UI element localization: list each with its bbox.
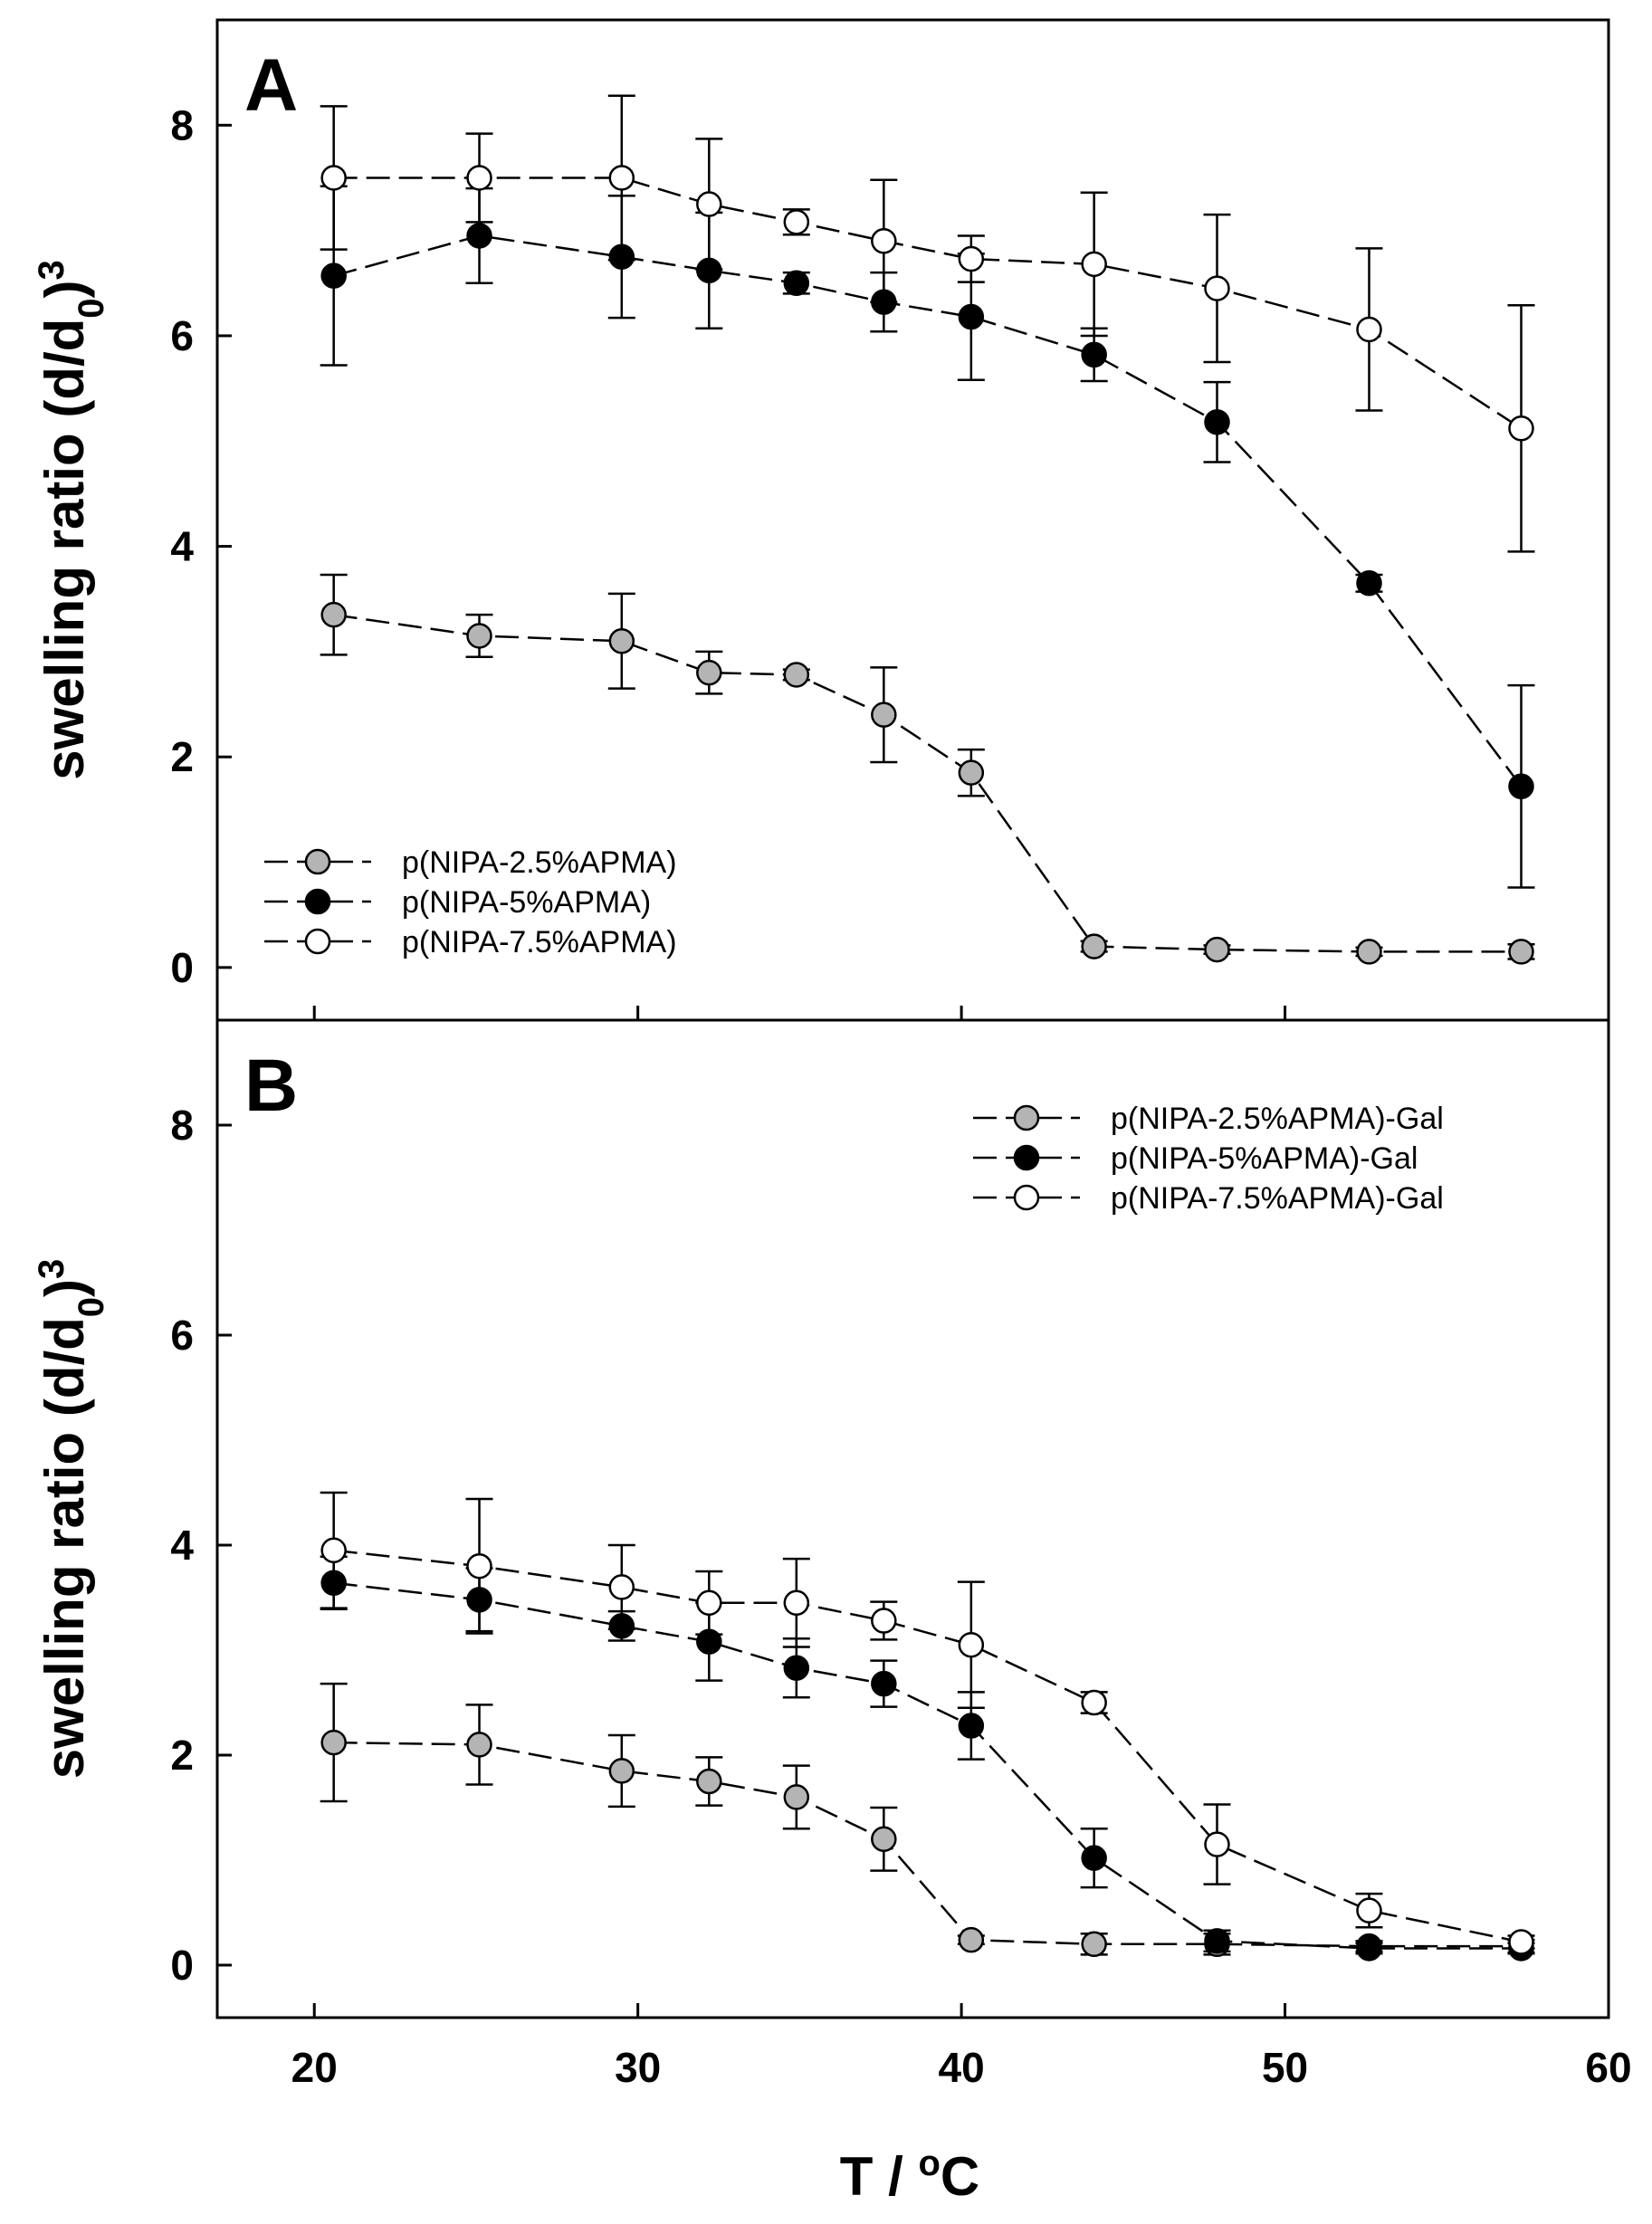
data-point	[608, 1758, 635, 1784]
data-point	[1081, 251, 1107, 278]
data-point	[958, 1713, 985, 1739]
data-point	[320, 1729, 347, 1756]
data-point	[696, 1589, 722, 1617]
data-point	[1508, 773, 1534, 800]
data-point	[320, 1537, 347, 1564]
legend-marker	[304, 928, 331, 955]
data-point	[958, 303, 985, 330]
data-point	[466, 1552, 492, 1580]
y-tick-label: 6	[170, 312, 194, 359]
data-point	[1204, 936, 1230, 963]
data-point	[608, 165, 635, 191]
data-point	[1081, 1845, 1107, 1871]
data-point	[958, 245, 985, 272]
data-point	[1356, 939, 1382, 965]
panel-label: A	[244, 44, 298, 127]
data-point	[871, 1608, 897, 1634]
x-tick-label: 20	[291, 2044, 338, 2091]
data-point	[1356, 316, 1382, 343]
x-tick-label: 30	[615, 2044, 661, 2091]
y-tick-label: 2	[170, 733, 194, 780]
data-point	[1204, 275, 1230, 301]
data-point	[871, 228, 897, 254]
data-point	[1204, 1928, 1230, 1954]
x-tick-label: 60	[1585, 2044, 1631, 2091]
legend-label: p(NIPA-7.5%APMA)-Gal	[1111, 1181, 1444, 1216]
data-point	[871, 1670, 897, 1697]
y-tick-label: 8	[170, 1102, 194, 1149]
legend-label: p(NIPA-5%APMA)	[402, 885, 651, 920]
y-tick-label: 6	[170, 1312, 194, 1359]
data-point	[1204, 409, 1230, 435]
data-point	[1081, 1931, 1107, 1958]
data-point	[320, 601, 347, 628]
x-axis-title: T / oC	[840, 2143, 979, 2207]
data-point	[696, 659, 722, 686]
data-point	[466, 1732, 492, 1758]
data-point	[466, 623, 492, 649]
series-black	[320, 185, 1535, 889]
y-tick-label: 0	[170, 944, 194, 991]
legend-label: p(NIPA-5%APMA)-Gal	[1111, 1141, 1418, 1176]
plot-frame	[215, 1018, 1610, 2019]
data-point	[466, 223, 492, 249]
data-point	[783, 209, 810, 235]
y-tick-label: 4	[170, 523, 194, 570]
y-axis-title: swelling ratio (d/d0)3	[32, 260, 111, 780]
data-point	[696, 1768, 722, 1795]
y-tick-label: 0	[170, 1942, 194, 1989]
data-point	[958, 1926, 985, 1953]
data-point	[783, 662, 810, 688]
legend-marker	[304, 888, 331, 915]
legend-marker	[304, 848, 331, 875]
data-point	[1508, 415, 1534, 442]
legend: p(NIPA-2.5%APMA)-Gal p(NIPA-5%APMA)-Gal p(…	[973, 1102, 1444, 1216]
panel-label: B	[244, 1045, 298, 1127]
data-point	[608, 1574, 635, 1600]
data-point	[1508, 939, 1534, 965]
legend-marker	[1013, 1104, 1040, 1131]
data-point	[608, 628, 635, 654]
legend: p(NIPA-2.5%APMA) p(NIPA-5%APMA) p(NIPA-7.5…	[264, 845, 677, 959]
x-tick-label: 50	[1262, 2044, 1308, 2091]
data-point	[783, 1784, 810, 1810]
data-point	[783, 1589, 810, 1617]
data-point	[320, 165, 347, 191]
data-point	[1081, 341, 1107, 368]
data-point	[1356, 570, 1382, 597]
legend-label: p(NIPA-2.5%APMA)	[402, 845, 677, 880]
data-point	[958, 1631, 985, 1658]
data-point	[1081, 1689, 1107, 1716]
legend-marker	[1013, 1184, 1040, 1211]
data-point	[1081, 933, 1107, 959]
data-point	[871, 702, 897, 728]
x-tick-label: 40	[939, 2044, 985, 2091]
y-tick-label: 2	[170, 1732, 194, 1779]
data-point	[958, 759, 985, 786]
data-point	[1356, 1935, 1382, 1962]
series-white	[320, 1491, 1535, 1955]
series-gray	[320, 573, 1535, 965]
series-white	[320, 94, 1535, 553]
legend-label: p(NIPA-7.5%APMA)	[402, 925, 677, 959]
y-tick-label: 4	[170, 1522, 194, 1569]
data-point	[783, 270, 810, 297]
data-point	[466, 165, 492, 191]
y-tick-label: 8	[170, 101, 194, 148]
data-point	[871, 1826, 897, 1853]
legend-marker	[1013, 1144, 1040, 1171]
legend-label: p(NIPA-2.5%APMA)-Gal	[1111, 1102, 1444, 1136]
data-point	[1204, 1831, 1230, 1857]
data-point	[696, 191, 722, 217]
data-point	[783, 1655, 810, 1681]
data-point	[320, 262, 347, 289]
y-axis-title: swelling ratio (d/d0)3	[32, 1259, 111, 1780]
x-axis-labels: 20 30 40 50 60 T / oC	[291, 2044, 1632, 2207]
data-point	[1356, 1897, 1382, 1923]
data-point	[1508, 1929, 1534, 1955]
